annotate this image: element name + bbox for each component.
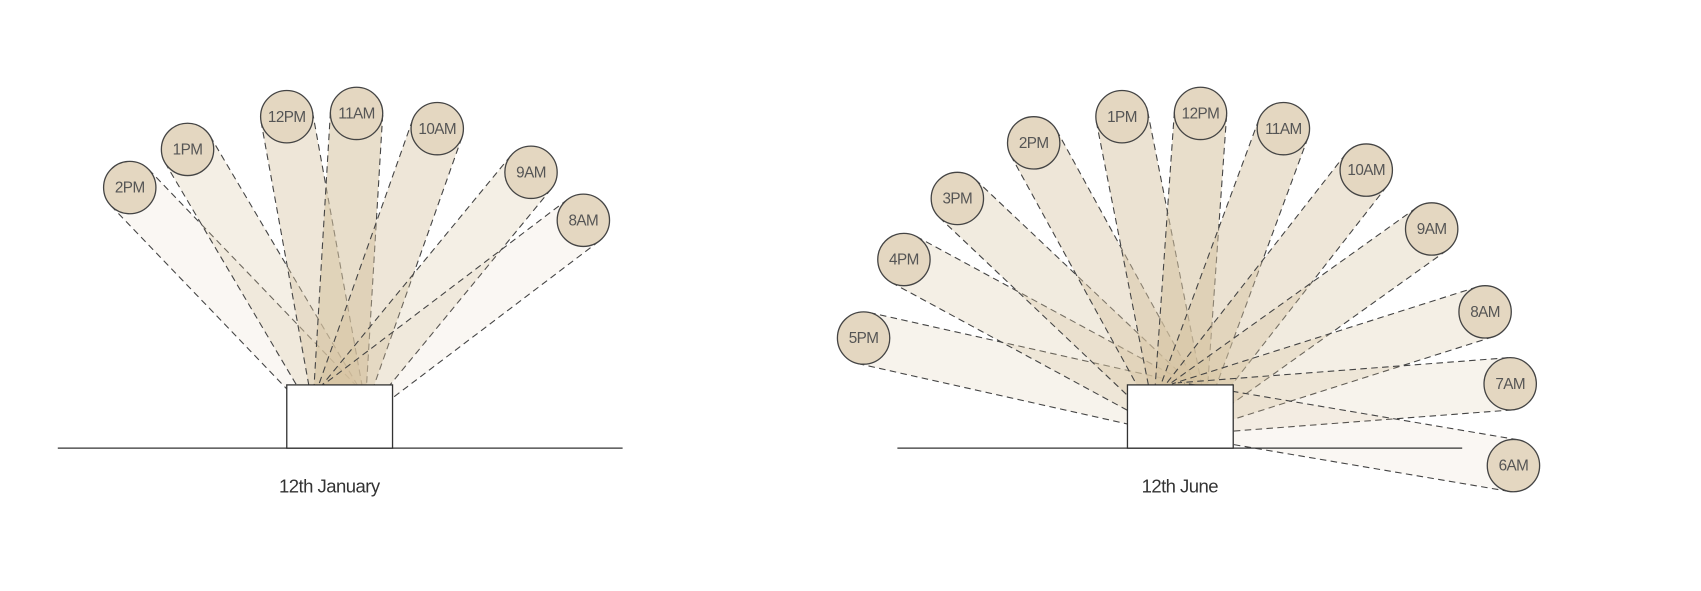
beam-edge <box>110 205 321 425</box>
beam-edge <box>312 111 331 405</box>
sun-beam <box>110 169 358 424</box>
sun-label: 12PM <box>268 109 306 126</box>
beam-edge <box>1181 409 1513 436</box>
beam-edge <box>1194 249 1448 431</box>
sun-beam <box>318 155 552 423</box>
sun-label: 10AM <box>418 121 456 138</box>
sun-label: 2PM <box>1019 135 1049 152</box>
sun-beam <box>1175 383 1518 492</box>
beam-edge <box>1010 155 1158 422</box>
sun-label: 6AM <box>1499 458 1529 475</box>
beam-edge <box>164 162 318 420</box>
beam-edge <box>364 114 384 408</box>
beam-edge <box>1147 111 1207 404</box>
sun-label: 9AM <box>516 164 546 181</box>
sun-label: 3PM <box>942 191 972 208</box>
sun <box>1404 202 1459 256</box>
beam-edge <box>260 121 314 411</box>
building <box>286 384 394 449</box>
sun-label: 10AM <box>1347 162 1385 179</box>
ground <box>57 384 1463 449</box>
suns: 2PM 1PM 12PM 11AM 10AM 9AM 8AM 5PM 4PM 3PM 2PM 1PM 1… <box>102 86 1541 493</box>
sun-beam <box>1010 130 1203 422</box>
sun <box>877 232 931 287</box>
sun-label: 11AM <box>338 106 375 123</box>
sun <box>259 89 314 144</box>
sun-label: 1PM <box>173 142 203 159</box>
beam-edge <box>354 240 600 427</box>
sun <box>1486 438 1541 493</box>
sun-label: 8AM <box>568 212 598 229</box>
sun <box>836 311 891 365</box>
sun-label: 1PM <box>1107 109 1137 126</box>
sun-beam <box>1159 154 1387 426</box>
beam-edge <box>358 188 552 423</box>
building <box>1126 384 1234 449</box>
sun <box>1006 116 1061 170</box>
sun-label: 9AM <box>1417 221 1447 238</box>
beam-edge <box>1095 121 1155 415</box>
beam-edge <box>363 137 463 415</box>
beam-edge <box>1158 153 1347 394</box>
sun-label: 2PM <box>115 180 145 197</box>
sun <box>329 86 384 141</box>
sun <box>1095 89 1149 144</box>
sun-beam <box>1155 119 1308 418</box>
sun-beam <box>1171 286 1494 434</box>
sun-label: 7AM <box>1495 376 1525 393</box>
sun <box>1483 356 1538 411</box>
sun-label: 8AM <box>1470 304 1500 321</box>
beam-edge <box>1205 115 1228 411</box>
sun-beam <box>165 136 362 419</box>
sun-beam <box>323 199 600 427</box>
diagram-label: 12th January <box>279 475 381 496</box>
beam-edge <box>1164 207 1417 389</box>
sun-beam <box>1177 357 1513 435</box>
sun <box>1173 86 1228 141</box>
beam-edge <box>1187 336 1494 435</box>
beam-edge <box>938 217 1163 429</box>
sun <box>504 145 558 200</box>
diagram-label: 12th June <box>1142 475 1219 496</box>
sun <box>102 160 157 215</box>
sun-beam <box>891 236 1193 432</box>
beam-edge <box>318 155 512 390</box>
sun <box>1339 143 1394 197</box>
beam-edge <box>322 198 568 386</box>
sun-beam <box>1164 207 1447 431</box>
beam-edge <box>1184 382 1518 441</box>
sun-beam <box>857 312 1186 435</box>
sun <box>1458 285 1512 339</box>
sun-beam <box>314 119 462 415</box>
sun-label: 4PM <box>889 252 919 269</box>
beam-edge <box>209 135 363 393</box>
beams <box>110 111 1518 492</box>
beam-edge <box>1154 119 1260 401</box>
beam-edge <box>1171 286 1478 385</box>
sun-label: 12PM <box>1182 106 1220 123</box>
beam-edge <box>1203 137 1309 419</box>
beam-edge <box>1175 434 1510 492</box>
sun <box>160 122 215 177</box>
sun-beam <box>1153 111 1227 411</box>
sun <box>556 193 611 248</box>
sun <box>1256 101 1311 156</box>
beam-edge <box>1153 111 1175 408</box>
beam-edge <box>891 282 1168 433</box>
beam-edge <box>916 236 1193 387</box>
sun-label: 5PM <box>849 330 879 347</box>
sun <box>410 101 465 156</box>
sun-beam <box>939 179 1198 428</box>
sun <box>930 171 985 226</box>
beam-edge <box>1177 357 1509 384</box>
sun-label: 11AM <box>1265 121 1302 138</box>
beam-edge <box>313 119 414 398</box>
